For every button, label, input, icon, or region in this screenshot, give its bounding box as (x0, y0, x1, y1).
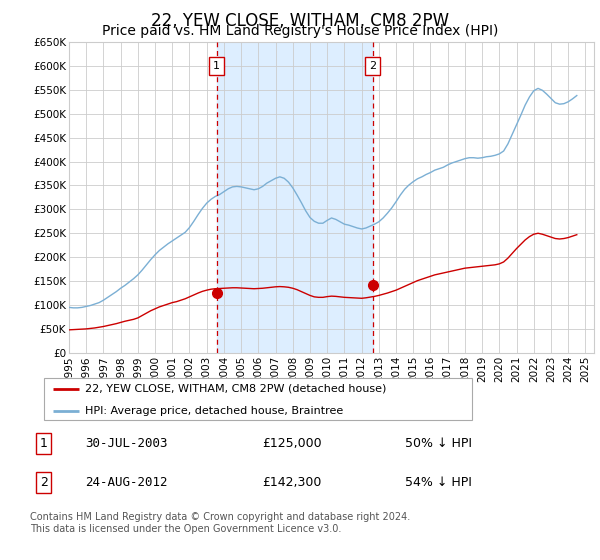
FancyBboxPatch shape (44, 377, 472, 421)
Text: Contains HM Land Registry data © Crown copyright and database right 2024.
This d: Contains HM Land Registry data © Crown c… (30, 512, 410, 534)
Text: £142,300: £142,300 (262, 476, 321, 489)
Text: 1: 1 (213, 61, 220, 71)
Text: Price paid vs. HM Land Registry's House Price Index (HPI): Price paid vs. HM Land Registry's House … (102, 24, 498, 38)
Bar (217, 42, 373, 353)
Text: 50% ↓ HPI: 50% ↓ HPI (406, 437, 472, 450)
Text: 2: 2 (369, 61, 376, 71)
Text: 22, YEW CLOSE, WITHAM, CM8 2PW (detached house): 22, YEW CLOSE, WITHAM, CM8 2PW (detached… (85, 384, 386, 394)
Text: HPI: Average price, detached house, Braintree: HPI: Average price, detached house, Brai… (85, 406, 343, 416)
Text: 2: 2 (40, 476, 48, 489)
Text: 1: 1 (40, 437, 48, 450)
Text: £125,000: £125,000 (262, 437, 322, 450)
Text: 22, YEW CLOSE, WITHAM, CM8 2PW: 22, YEW CLOSE, WITHAM, CM8 2PW (151, 12, 449, 30)
Text: 24-AUG-2012: 24-AUG-2012 (85, 476, 168, 489)
Text: 54% ↓ HPI: 54% ↓ HPI (406, 476, 472, 489)
Text: 30-JUL-2003: 30-JUL-2003 (85, 437, 168, 450)
